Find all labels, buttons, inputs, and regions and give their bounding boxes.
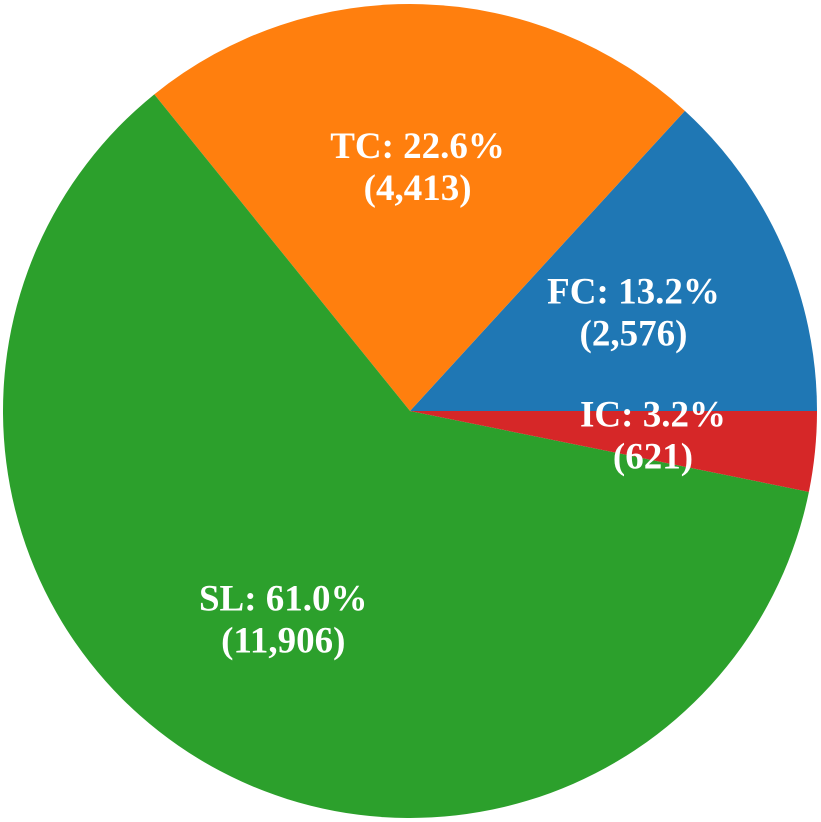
slice-label-tc-percent: TC: 22.6% xyxy=(330,126,505,167)
slices-layer xyxy=(3,3,817,819)
pie-slice-ic xyxy=(410,411,817,492)
pie-slice-fc xyxy=(410,110,817,411)
pie-slice-sl xyxy=(3,94,809,819)
labels-layer: FC: 13.2%(2,576) TC: 22.6%(4,413) SL: 61.0… xyxy=(199,126,726,662)
slice-label-sl-count: (11,906) xyxy=(221,621,345,662)
slice-label-fc-count: (2,576) xyxy=(580,314,688,355)
pie-slice-tc xyxy=(154,3,685,411)
slice-label-sl-percent: SL: 61.0% xyxy=(199,579,368,620)
slice-label-tc-count: (4,413) xyxy=(364,168,472,209)
slice-label-ic-count: (621) xyxy=(613,436,693,477)
slice-label-fc-percent: FC: 13.2% xyxy=(547,272,720,313)
slice-label-ic-percent: IC: 3.2% xyxy=(580,394,726,435)
